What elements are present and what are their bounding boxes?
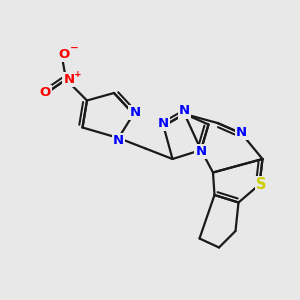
Text: O: O: [39, 86, 51, 100]
Text: N: N: [179, 104, 190, 118]
Text: N: N: [158, 117, 169, 130]
Text: −: −: [70, 43, 79, 53]
Text: O: O: [58, 47, 70, 61]
Text: N: N: [129, 106, 141, 119]
Text: N: N: [63, 73, 75, 86]
Text: N: N: [236, 125, 247, 139]
Text: N: N: [195, 145, 207, 158]
Text: S: S: [256, 177, 266, 192]
Text: +: +: [74, 70, 81, 79]
Text: N: N: [113, 134, 124, 147]
